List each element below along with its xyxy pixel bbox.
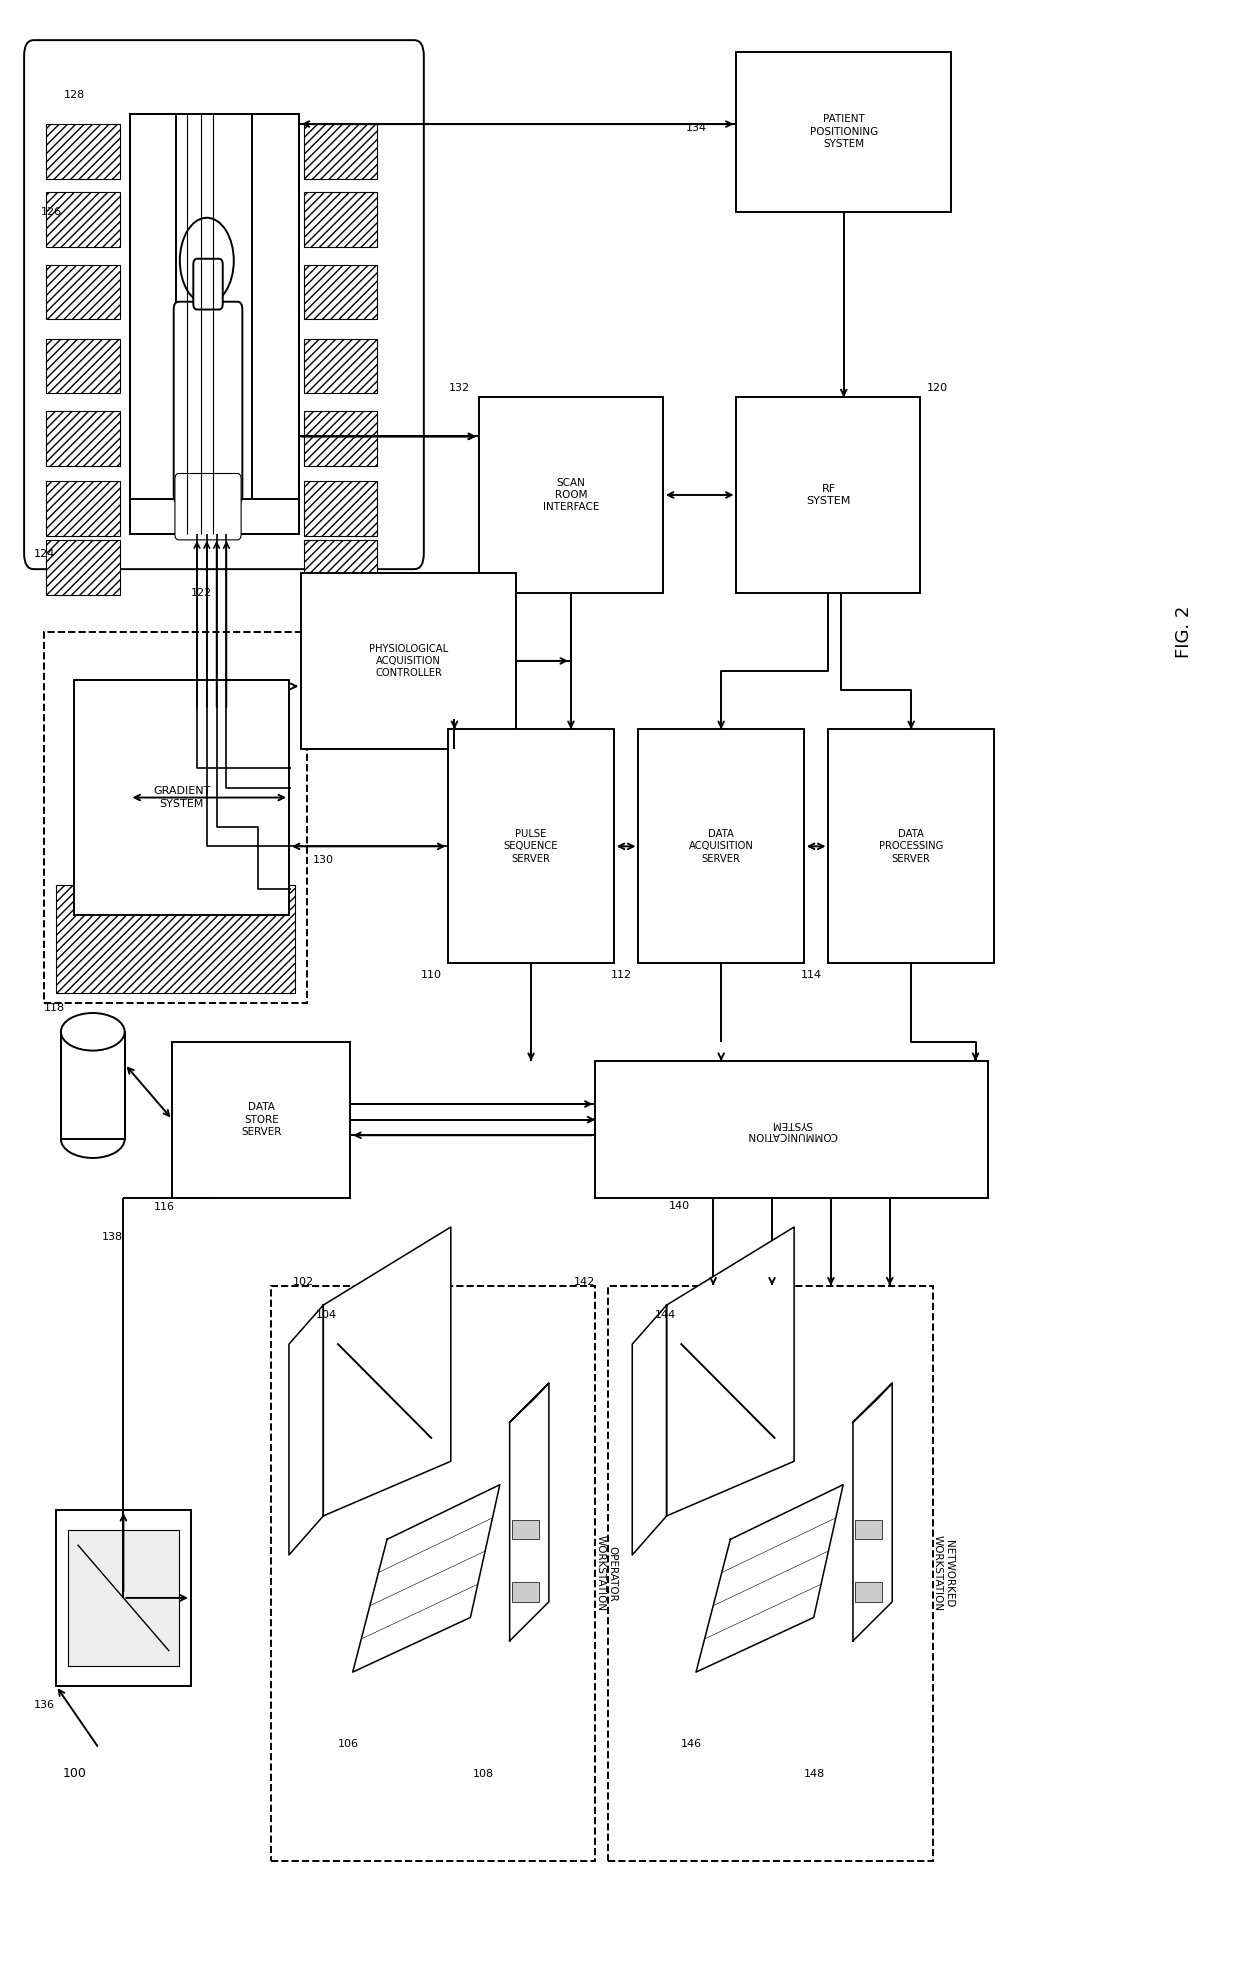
Bar xyxy=(46,193,120,248)
Text: PATIENT
POSITIONING
SYSTEM: PATIENT POSITIONING SYSTEM xyxy=(810,114,878,149)
Bar xyxy=(270,1286,595,1862)
Bar xyxy=(46,124,120,179)
Text: 140: 140 xyxy=(670,1201,691,1211)
Bar xyxy=(46,541,120,594)
Bar xyxy=(608,1286,932,1862)
Polygon shape xyxy=(853,1384,893,1642)
Text: 120: 120 xyxy=(926,383,947,393)
Bar xyxy=(304,193,377,248)
Bar xyxy=(304,541,377,594)
Bar xyxy=(304,338,377,393)
Bar xyxy=(449,729,614,963)
Bar xyxy=(856,1583,883,1602)
FancyBboxPatch shape xyxy=(174,301,242,503)
Text: 114: 114 xyxy=(801,969,822,981)
Bar xyxy=(74,680,289,914)
Text: OPERATOR
WORKSTATION: OPERATOR WORKSTATION xyxy=(595,1535,618,1612)
Text: 100: 100 xyxy=(62,1767,87,1779)
Text: 142: 142 xyxy=(574,1276,595,1286)
Bar xyxy=(304,411,377,466)
Bar xyxy=(595,1062,988,1197)
Bar xyxy=(56,1510,191,1685)
Polygon shape xyxy=(632,1305,667,1555)
Polygon shape xyxy=(696,1484,843,1673)
Bar xyxy=(856,1520,883,1539)
Polygon shape xyxy=(289,1305,324,1555)
Bar xyxy=(639,729,804,963)
Bar xyxy=(304,265,377,318)
Text: 136: 136 xyxy=(33,1701,55,1710)
Text: DATA
PROCESSING
SERVER: DATA PROCESSING SERVER xyxy=(879,830,944,863)
Text: 118: 118 xyxy=(43,1003,64,1012)
Text: GRADIENT
SYSTEM: GRADIENT SYSTEM xyxy=(153,786,211,808)
Circle shape xyxy=(180,218,234,303)
Text: 132: 132 xyxy=(449,383,470,393)
Bar xyxy=(43,631,308,1003)
Bar xyxy=(56,885,295,993)
Polygon shape xyxy=(324,1227,451,1516)
Text: RF
SYSTEM: RF SYSTEM xyxy=(806,484,851,505)
Bar xyxy=(301,572,516,749)
Bar xyxy=(129,499,299,535)
Bar xyxy=(129,114,299,535)
Text: PHYSIOLOGICAL
ACQUISITION
CONTROLLER: PHYSIOLOGICAL ACQUISITION CONTROLLER xyxy=(370,643,448,678)
Polygon shape xyxy=(352,1484,500,1673)
Bar xyxy=(304,482,377,537)
Text: 116: 116 xyxy=(154,1203,175,1213)
Text: FIG. 2: FIG. 2 xyxy=(1176,606,1193,659)
Text: 106: 106 xyxy=(339,1740,360,1750)
Polygon shape xyxy=(510,1384,549,1421)
Text: DATA
ACQUISITION
SERVER: DATA ACQUISITION SERVER xyxy=(688,830,754,863)
Bar xyxy=(304,124,377,179)
Ellipse shape xyxy=(61,1012,125,1050)
Bar xyxy=(737,51,951,212)
Text: 112: 112 xyxy=(611,969,632,981)
FancyBboxPatch shape xyxy=(24,39,424,568)
Bar xyxy=(828,729,994,963)
FancyBboxPatch shape xyxy=(193,260,223,309)
Text: PULSE
SEQUENCE
SERVER: PULSE SEQUENCE SERVER xyxy=(503,830,558,863)
Bar xyxy=(129,114,176,535)
Bar xyxy=(46,411,120,466)
Bar xyxy=(512,1583,539,1602)
Polygon shape xyxy=(510,1384,549,1642)
Text: 148: 148 xyxy=(804,1769,825,1779)
Bar xyxy=(172,1042,350,1197)
Text: DATA
STORE
SERVER: DATA STORE SERVER xyxy=(241,1103,281,1136)
Text: SCAN
ROOM
INTERFACE: SCAN ROOM INTERFACE xyxy=(543,478,599,513)
Text: 104: 104 xyxy=(316,1309,337,1319)
FancyBboxPatch shape xyxy=(175,474,241,541)
Bar xyxy=(46,482,120,537)
Bar xyxy=(512,1520,539,1539)
Polygon shape xyxy=(853,1384,893,1421)
Text: 128: 128 xyxy=(63,90,84,100)
Text: 146: 146 xyxy=(681,1740,702,1750)
Text: 110: 110 xyxy=(422,969,443,981)
Text: 102: 102 xyxy=(293,1276,314,1286)
Bar xyxy=(737,397,920,592)
Text: 126: 126 xyxy=(41,206,62,216)
Text: 122: 122 xyxy=(191,588,212,598)
Text: 108: 108 xyxy=(472,1769,494,1779)
Polygon shape xyxy=(667,1227,794,1516)
Bar xyxy=(252,114,299,535)
Text: 124: 124 xyxy=(33,549,55,558)
Bar xyxy=(46,338,120,393)
Bar xyxy=(61,1032,125,1138)
Text: 144: 144 xyxy=(655,1309,676,1319)
Text: 138: 138 xyxy=(103,1233,124,1243)
Text: 130: 130 xyxy=(314,855,335,865)
Bar xyxy=(46,265,120,318)
Text: 134: 134 xyxy=(686,124,707,134)
Ellipse shape xyxy=(61,1121,125,1158)
Text: COMMUNICATION
SYSTEM: COMMUNICATION SYSTEM xyxy=(746,1119,837,1140)
Bar xyxy=(68,1530,179,1667)
Bar xyxy=(479,397,663,592)
Text: NETWORKED
WORKSTATION: NETWORKED WORKSTATION xyxy=(932,1535,955,1612)
